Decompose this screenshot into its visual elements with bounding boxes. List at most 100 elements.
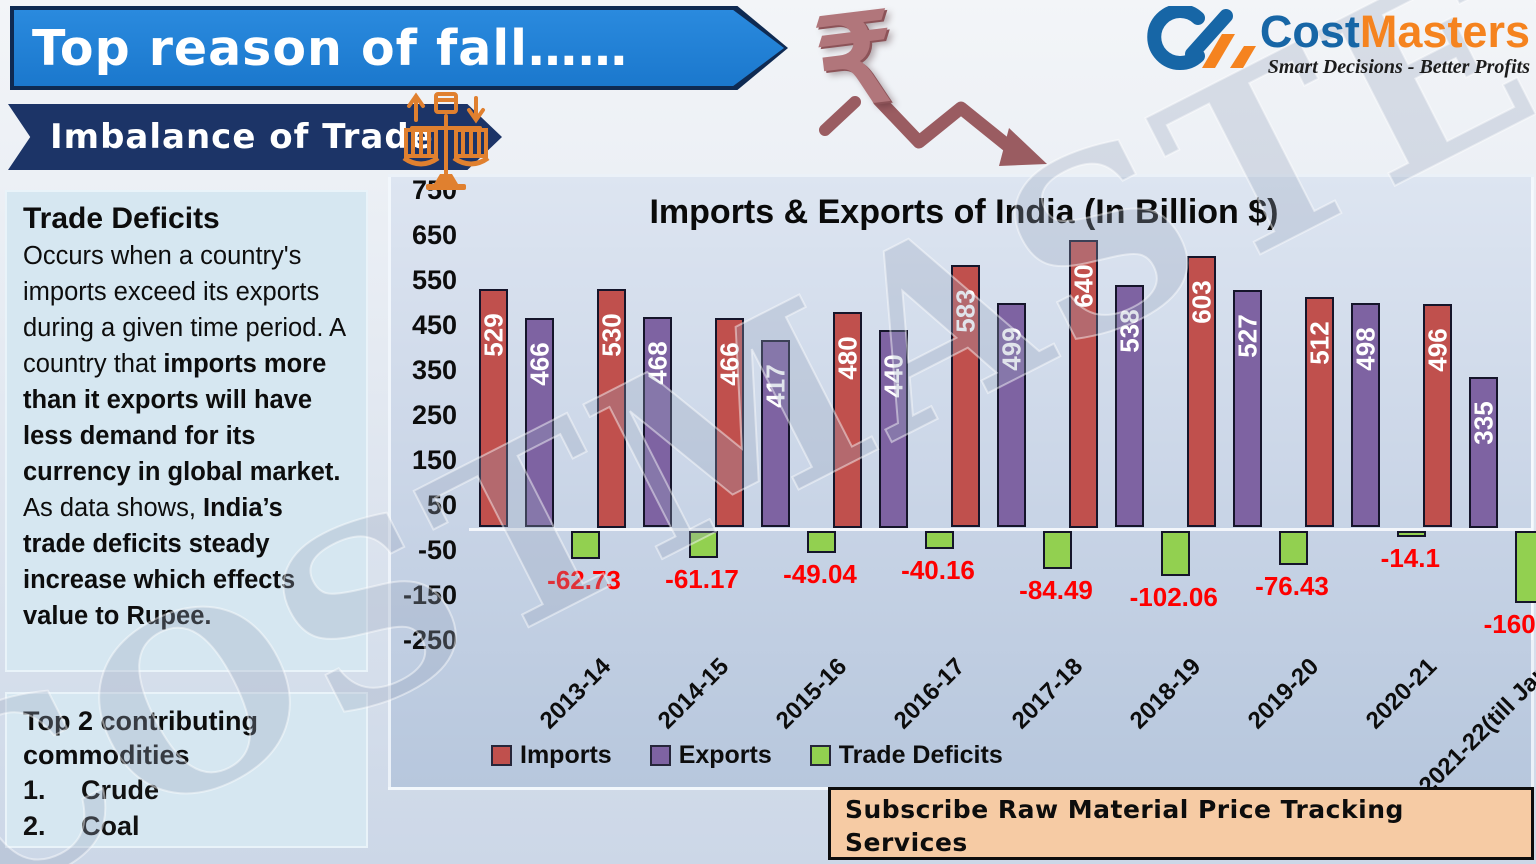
legend-item: Exports (649, 741, 772, 770)
deficit-value-label: -14.1 (1380, 542, 1440, 573)
deficit-value-label: -49.04 (783, 558, 857, 589)
bar-value-label: 466 (714, 342, 744, 386)
subtitle-text: Imbalance of Trade (50, 117, 434, 157)
bar-value-label: 529 (478, 313, 508, 358)
deficit-value-label: -76.43 (1255, 570, 1329, 601)
legend-label: Trade Deficits (838, 741, 1003, 769)
y-axis-tick: 450 (411, 310, 457, 340)
bar-value-label: 480 (832, 335, 862, 380)
logo-name: CostMasters (1260, 6, 1530, 58)
list-item-label: Crude (81, 775, 160, 805)
bar-value-label: 440 (878, 353, 908, 398)
bar-value-label: 640 (1068, 263, 1098, 308)
legend-item: Imports (491, 741, 612, 770)
logo-name-masters: Masters (1359, 6, 1530, 57)
bar-imports (715, 317, 744, 528)
y-axis-tick: -50 (417, 535, 457, 565)
falling-rupee-graphic: ₹ (795, 0, 1105, 179)
bar-exports (1351, 303, 1380, 528)
list-item-number: 1. (23, 775, 46, 805)
bar-imports (833, 311, 862, 528)
rupee-symbol-icon: ₹ (809, 0, 903, 134)
bar-value-label: 583 (950, 289, 980, 333)
bar-trade-deficits (1043, 530, 1072, 569)
bar-value-label: 496 (1422, 328, 1452, 372)
legend-label: Exports (678, 741, 772, 769)
chart-title: Imports & Exports of India (In Billion $… (649, 193, 1279, 231)
body-segment: As data shows, (23, 494, 204, 522)
y-axis-tick: 350 (411, 355, 457, 385)
bar-value-label: 530 (596, 313, 626, 357)
list-item: 2. Coal (23, 808, 350, 844)
bar-value-label: 417 (760, 364, 790, 408)
x-axis-line (469, 527, 1533, 531)
deficit-value-label: -62.73 (547, 564, 621, 595)
bar-trade-deficits (1279, 530, 1308, 565)
down-trend-arrow-icon (819, 93, 1047, 166)
deficit-value-label: -102.06 (1129, 582, 1218, 613)
subscribe-line: Subscribe Raw Material Price Tracking Se… (845, 795, 1404, 857)
title-banner-fill: Top reason of fall…… (14, 10, 784, 86)
bar-trade-deficits (925, 530, 954, 549)
bar-trade-deficits (1397, 530, 1426, 537)
bar-exports (1233, 290, 1262, 528)
bar-value-label: 468 (642, 341, 672, 385)
deficit-value-label: -40.16 (901, 554, 975, 585)
costmasters-logo-icon (1147, 6, 1256, 70)
bar-exports (1469, 376, 1498, 528)
y-axis-tick: 250 (411, 400, 457, 430)
x-axis-label: 2018-19 (1124, 653, 1207, 735)
bar-imports (1069, 239, 1098, 528)
bar-trade-deficits (1161, 530, 1190, 577)
list-item-label: Coal (81, 811, 140, 841)
title-banner: Top reason of fall…… (10, 6, 788, 90)
bar-value-label: 603 (1186, 280, 1216, 324)
logo-tagline: Smart Decisions - Better Profits (1267, 56, 1530, 78)
legend-label: Imports (520, 741, 612, 769)
list-item-number: 2. (23, 811, 46, 841)
body-segment: India’s trade deficits steady increase w… (23, 494, 296, 630)
bar-imports (1187, 256, 1216, 528)
bar-imports (1305, 297, 1334, 528)
commodities-heading: Top 2 contributing commodities (23, 706, 258, 770)
body-segment: imports more than it exports will have l… (23, 350, 341, 486)
legend-item: Trade Deficits (809, 741, 1003, 770)
contact-phone: 07696670077 (997, 859, 1211, 864)
trade-deficits-panel: Trade Deficits Occurs when a country's i… (5, 190, 368, 672)
bar-exports (997, 302, 1026, 528)
contact-email: cir@costmasters.in (1215, 859, 1517, 864)
trade-deficits-heading: Trade Deficits (23, 202, 220, 235)
bar-exports (525, 317, 554, 528)
bar-value-label: 498 (1350, 327, 1380, 372)
subscribe-box: Subscribe Raw Material Price Tracking Se… (828, 787, 1534, 864)
bar-value-label: 538 (1114, 309, 1144, 354)
bar-trade-deficits (1515, 530, 1536, 603)
bar-exports (879, 329, 908, 528)
x-axis-label: 2015-16 (770, 653, 853, 735)
y-axis-tick: 150 (411, 445, 457, 475)
contact-line: GK Purba 07696670077 cir@costmasters.in (845, 859, 1517, 864)
commodities-list: 1. Crude 2. Coal (23, 772, 350, 844)
bar-imports (597, 289, 626, 528)
y-axis-tick: 650 (411, 220, 457, 250)
commodities-panel: Top 2 contributing commodities 1. Crude 2.… (5, 692, 368, 848)
bar-exports (1115, 285, 1144, 528)
balance-scale-icon (402, 92, 490, 190)
x-axis-label: 2016-17 (888, 653, 971, 735)
bar-value-label: 527 (1232, 314, 1262, 359)
x-axis-label: 2014-15 (652, 653, 735, 735)
list-item: 1. Crude (23, 772, 350, 808)
plot-right-border (1531, 190, 1533, 640)
y-axis-tick: 550 (411, 265, 457, 295)
deficit-value-label: -84.49 (1019, 574, 1093, 605)
logo-name-cost: Cost (1259, 6, 1360, 57)
page-title: Top reason of fall…… (32, 19, 628, 77)
bar-exports (643, 316, 672, 528)
bar-value-label: 466 (524, 342, 554, 386)
bar-trade-deficits (571, 530, 600, 559)
logo: CostMasters Smart Decisions - Better Pro… (1142, 6, 1530, 79)
bar-value-label: 512 (1304, 321, 1334, 365)
bar-imports (479, 289, 508, 528)
y-axis-tick: -250 (402, 625, 457, 655)
